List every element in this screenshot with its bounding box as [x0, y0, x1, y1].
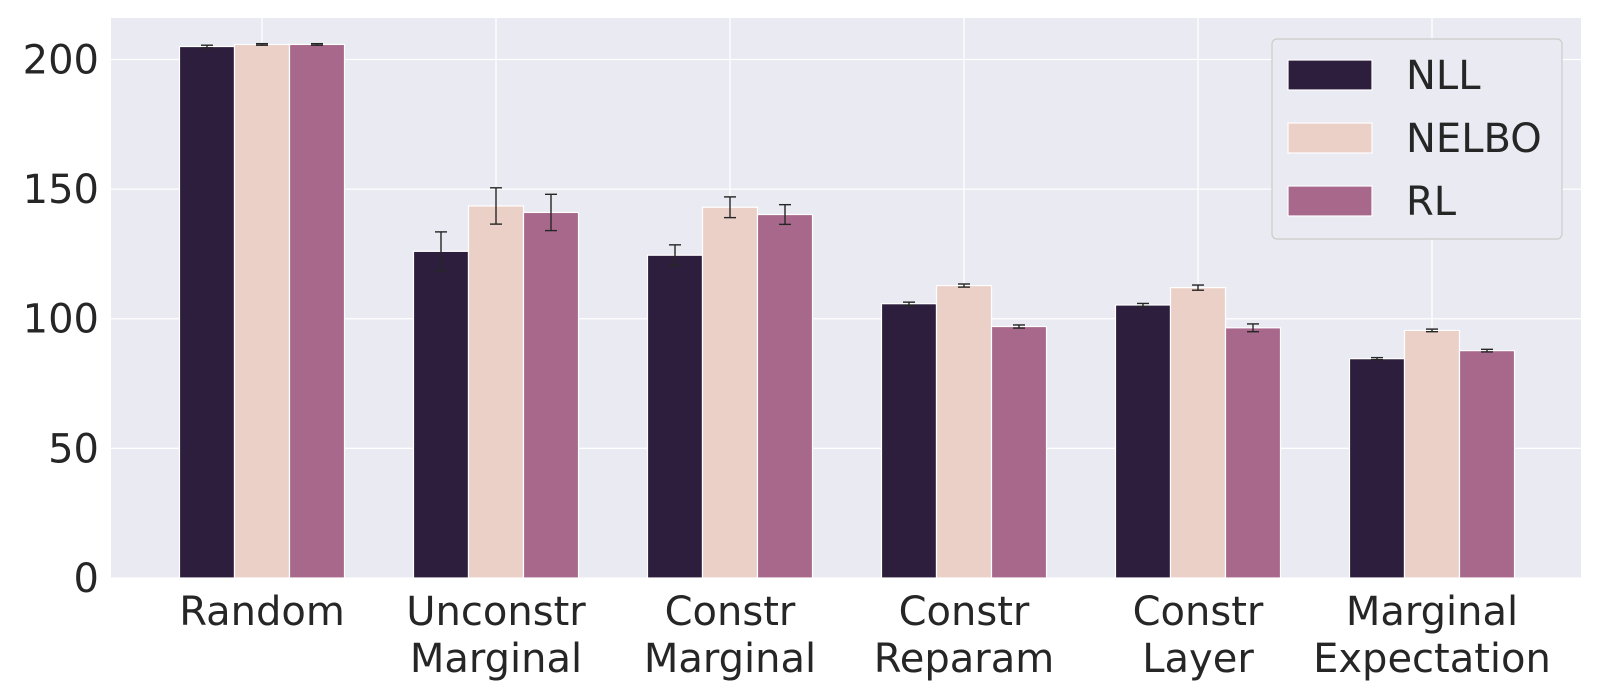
error-bar — [1137, 302, 1149, 308]
x-tick-label-line: Unconstr — [406, 589, 586, 635]
bars — [178, 43, 1516, 579]
x-tick-label: Random — [179, 589, 345, 635]
x-tick-label-line: Random — [179, 589, 345, 635]
y-tick-label: 150 — [23, 167, 99, 213]
x-tick-label-line: Constr — [899, 589, 1030, 635]
error-bar — [1481, 348, 1493, 353]
error-bars — [201, 42, 1493, 361]
bar-nelbo — [233, 43, 291, 579]
error-bar — [958, 283, 970, 288]
bar-nll — [1348, 358, 1406, 579]
y-tick-label: 0 — [74, 556, 99, 602]
x-tick-label-line: Marginal — [410, 636, 582, 682]
bar-nll — [1114, 304, 1172, 579]
error-bar — [1247, 323, 1259, 333]
error-bar — [724, 196, 736, 219]
bar-nelbo — [701, 206, 759, 579]
bar-rl — [1224, 327, 1282, 579]
legend-label: NLL — [1406, 53, 1481, 99]
error-bar — [903, 301, 915, 306]
x-tick-label-line: Constr — [1133, 589, 1264, 635]
x-tick-label: Constr Layer — [1133, 589, 1264, 682]
bar-rl — [990, 325, 1048, 579]
x-tick-label-line: Expectation — [1313, 636, 1551, 682]
bar-rl — [522, 211, 580, 579]
x-tick-label-line: Constr — [665, 589, 796, 635]
y-tick-label: 100 — [23, 297, 99, 343]
legend-label: NELBO — [1406, 116, 1542, 162]
legend-swatch-nelbo — [1287, 122, 1373, 154]
bar-nll — [412, 250, 470, 579]
legend-swatch-nll — [1287, 59, 1373, 91]
bar-nll — [646, 254, 704, 579]
y-tick-label: 200 — [23, 37, 99, 83]
x-tick-label-line: Marginal — [1346, 589, 1518, 635]
bar-nll — [880, 303, 938, 579]
x-tick-label: Constr Marginal — [644, 589, 816, 682]
x-tick-label-line: Marginal — [644, 636, 816, 682]
x-tick-label: Constr Reparam — [874, 589, 1054, 682]
error-bar — [1371, 356, 1383, 361]
error-bar — [490, 187, 502, 225]
bar-nll — [178, 45, 236, 579]
error-bar — [1426, 328, 1438, 333]
y-tick-label: 50 — [48, 426, 99, 472]
bar-rl — [288, 43, 346, 579]
error-bar — [311, 42, 323, 46]
error-bar — [779, 203, 791, 226]
x-tick-label: Marginal Expectation — [1313, 589, 1551, 682]
legend-swatch-rl — [1287, 185, 1373, 217]
legend-label: RL — [1406, 179, 1457, 225]
bar-rl — [1458, 350, 1516, 579]
bar-nelbo — [467, 205, 525, 579]
bar-nelbo — [1403, 329, 1461, 579]
error-bar — [545, 193, 557, 232]
bar-nelbo — [935, 284, 993, 579]
legend: NLL NELBO RL — [1271, 38, 1563, 240]
error-bar — [201, 44, 213, 49]
error-bar — [256, 42, 268, 46]
x-tick-label: Unconstr Marginal — [406, 589, 586, 682]
bar-rl — [756, 213, 814, 579]
error-bar — [1013, 324, 1025, 329]
error-bar — [435, 231, 447, 272]
y-axis-ticks: 0 50 100 150 200 — [23, 37, 99, 602]
x-tick-label-line: Layer — [1142, 636, 1254, 682]
x-tick-label-line: Reparam — [874, 636, 1054, 682]
error-bar — [669, 244, 681, 267]
bar-nelbo — [1169, 287, 1227, 579]
error-bar — [1192, 284, 1204, 291]
